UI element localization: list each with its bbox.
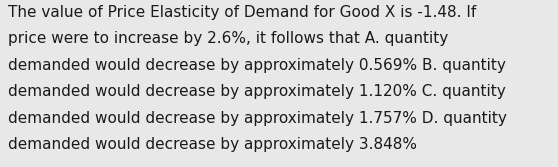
- Text: The value of Price Elasticity of Demand for Good X is -1.48. If: The value of Price Elasticity of Demand …: [8, 5, 477, 20]
- Text: price were to increase by 2.6%, it follows that A. quantity: price were to increase by 2.6%, it follo…: [8, 31, 449, 46]
- Text: demanded would decrease by approximately 1.120% C. quantity: demanded would decrease by approximately…: [8, 84, 506, 99]
- Text: demanded would decrease by approximately 1.757% D. quantity: demanded would decrease by approximately…: [8, 111, 507, 126]
- Text: demanded would decrease by approximately 0.569% B. quantity: demanded would decrease by approximately…: [8, 58, 506, 73]
- Text: demanded would decrease by approximately 3.848%: demanded would decrease by approximately…: [8, 137, 417, 152]
